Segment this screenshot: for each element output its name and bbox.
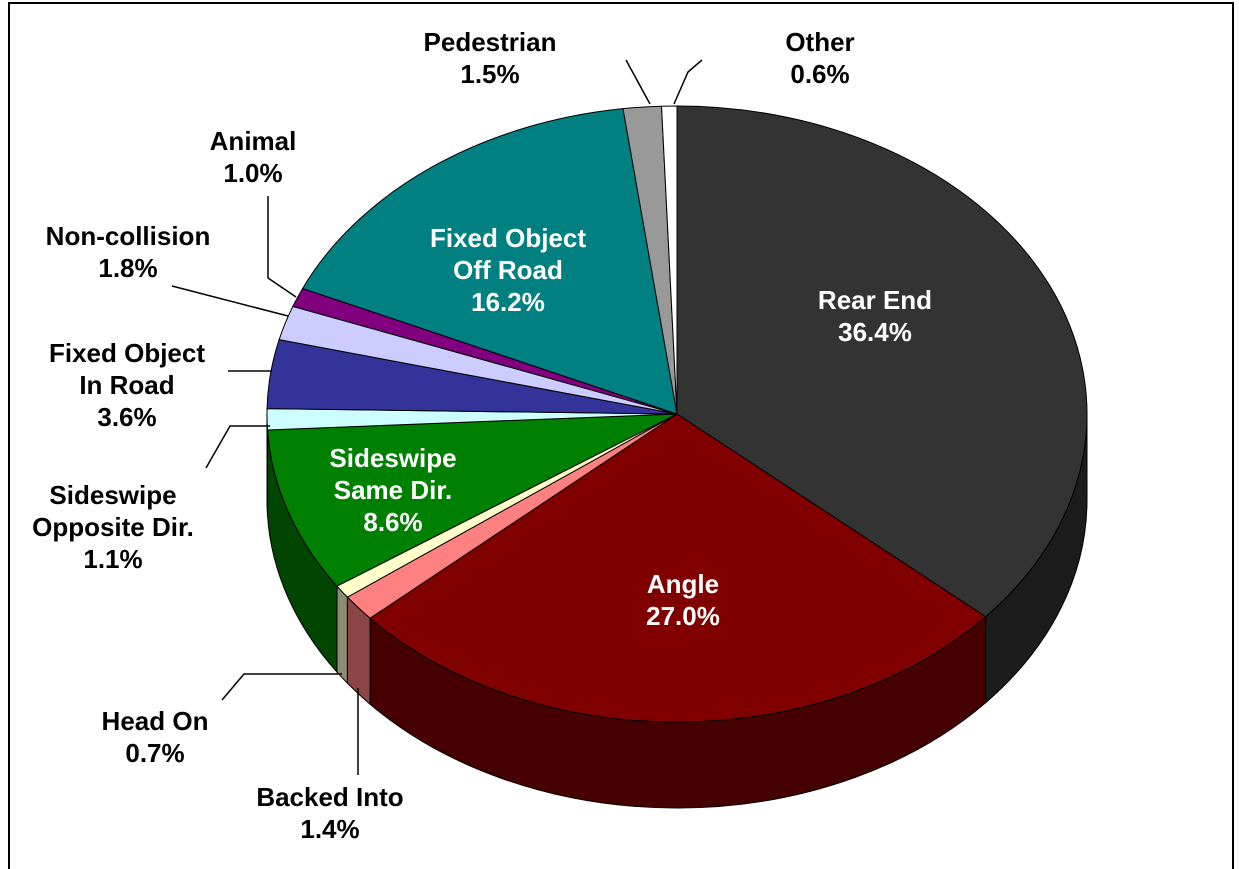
leader-line [205, 425, 270, 469]
slice-name: Angle [646, 569, 720, 599]
slice-label: Animal 1.0% [210, 125, 297, 189]
leader-line [625, 59, 651, 105]
slice-name: Animal [209, 126, 297, 156]
slice-label: Fixed Object In Road 3.6% [49, 337, 205, 433]
slice-label: Backed Into 1.4% [256, 781, 403, 845]
leader-line [221, 673, 342, 701]
slice-name: Backed Into [256, 782, 404, 812]
slice-name: Sideswipe Opposite Dir. [32, 480, 194, 542]
slice-value: 1.4% [300, 814, 360, 844]
slice-value: 0.6% [790, 59, 850, 89]
slice-value: 8.6% [363, 507, 423, 537]
slice-name: Head On [101, 706, 209, 736]
slice-label: Sideswipe Opposite Dir. 1.1% [32, 479, 194, 575]
slice-value: 1.8% [98, 253, 158, 283]
leader-line [673, 59, 703, 105]
leader-line [267, 196, 297, 298]
slice-value: 0.7% [125, 738, 185, 768]
pie-slice [676, 105, 1088, 618]
slice-name: Other [785, 27, 855, 57]
pie-slice [267, 413, 678, 587]
pie-side [336, 584, 348, 685]
pie-slice [661, 105, 678, 415]
slice-name: Fixed Object In Road [48, 338, 206, 400]
slice-label: Fixed Object Off Road 16.2% [430, 222, 586, 318]
slice-name: Fixed Object Off Road [429, 223, 587, 285]
slice-label: Rear End 36.4% [818, 284, 932, 348]
slice-value: 16.2% [471, 287, 545, 317]
pie-slice [369, 413, 987, 723]
slice-label: Other 0.6% [785, 26, 854, 90]
leader-line [171, 285, 289, 317]
slice-label: Head On 0.7% [102, 705, 209, 769]
slice-name: Non-collision [45, 221, 211, 251]
slice-value: 1.5% [460, 59, 520, 89]
slice-value: 36.4% [838, 317, 912, 347]
slice-value: 27.0% [646, 601, 720, 631]
pie-slice [301, 108, 678, 415]
slice-name: Sideswipe Same Dir. [329, 443, 457, 505]
slice-label: Sideswipe Same Dir. 8.6% [329, 442, 456, 538]
pie-sides [266, 413, 1088, 809]
slice-name: Rear End [817, 285, 933, 315]
slice-name: Pedestrian [423, 27, 557, 57]
slice-label: Non-collision 1.8% [46, 220, 211, 284]
slice-value: 1.1% [83, 544, 143, 574]
chart-border [8, 2, 1234, 869]
leader-lines [171, 59, 703, 775]
slice-value: 3.6% [97, 402, 157, 432]
slice-value: 1.0% [223, 158, 283, 188]
slice-label: Pedestrian 1.5% [424, 26, 557, 90]
pie-tops [266, 105, 1088, 723]
slice-label: Angle 27.0% [646, 568, 720, 632]
